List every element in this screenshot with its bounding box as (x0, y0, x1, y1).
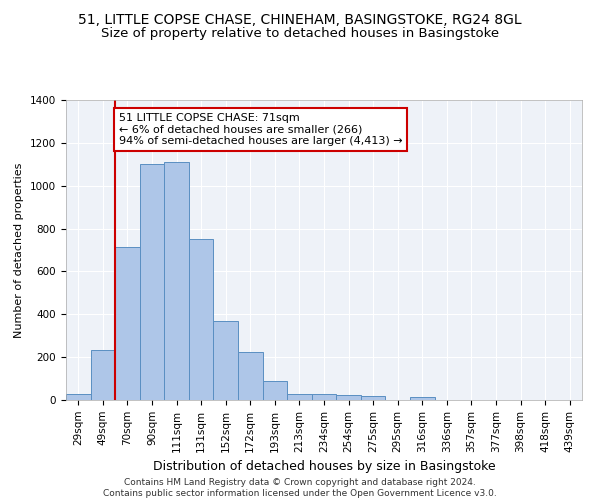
Text: 51 LITTLE COPSE CHASE: 71sqm
← 6% of detached houses are smaller (266)
94% of se: 51 LITTLE COPSE CHASE: 71sqm ← 6% of det… (119, 113, 403, 146)
Bar (336, 396, 361, 400)
Bar (263, 380, 287, 400)
Bar (287, 394, 312, 400)
X-axis label: Distribution of detached houses by size in Basingstoke: Distribution of detached houses by size … (152, 460, 496, 473)
Bar (91, 350, 115, 400)
Bar (115, 247, 140, 400)
Bar (410, 398, 434, 400)
Text: Size of property relative to detached houses in Basingstoke: Size of property relative to detached ho… (101, 28, 499, 40)
Bar (164, 162, 189, 400)
Bar (312, 394, 336, 400)
Bar (238, 352, 263, 400)
Bar (361, 396, 385, 400)
Bar (189, 240, 214, 400)
Text: Contains HM Land Registry data © Crown copyright and database right 2024.
Contai: Contains HM Land Registry data © Crown c… (103, 478, 497, 498)
Bar (140, 164, 164, 400)
Bar (66, 394, 91, 400)
Y-axis label: Number of detached properties: Number of detached properties (14, 162, 25, 338)
Bar (214, 320, 238, 400)
Text: 51, LITTLE COPSE CHASE, CHINEHAM, BASINGSTOKE, RG24 8GL: 51, LITTLE COPSE CHASE, CHINEHAM, BASING… (78, 12, 522, 26)
